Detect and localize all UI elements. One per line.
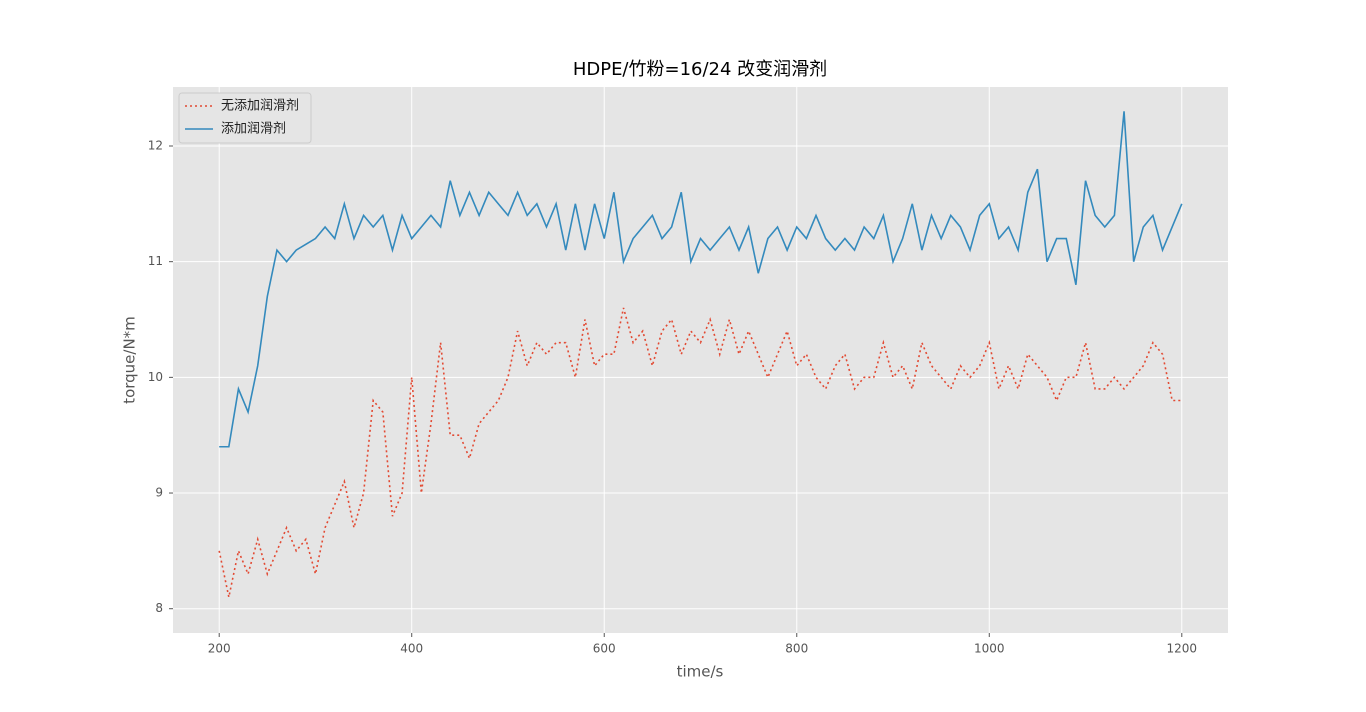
x-tick-label: 800 (785, 642, 808, 656)
x-tick-label: 1000 (974, 642, 1005, 656)
series-line (218, 307, 1182, 598)
y-tick-label: 11 (148, 254, 163, 268)
x-tick-label: 200 (208, 642, 231, 656)
grid (173, 87, 1228, 633)
plot-area (173, 87, 1228, 633)
legend-label: 无添加润滑剂 (221, 99, 299, 114)
y-axis-label: torque/N*m (121, 316, 139, 404)
chart-title: HDPE/竹粉=16/24 改变润滑剂 (573, 59, 827, 80)
y-tick-label: 10 (148, 370, 163, 384)
y-tick-label: 8 (155, 601, 163, 615)
x-tick-label: 1200 (1167, 642, 1198, 656)
series-line (219, 111, 1183, 448)
y-tick-label: 9 (155, 486, 163, 500)
x-tick-label: 400 (400, 642, 423, 656)
x-axis-label: time/s (677, 663, 724, 681)
lines (218, 111, 1183, 598)
legend-label: 添加润滑剂 (221, 122, 286, 137)
y-tick-label: 12 (148, 138, 163, 152)
x-tick-label: 600 (593, 642, 616, 656)
